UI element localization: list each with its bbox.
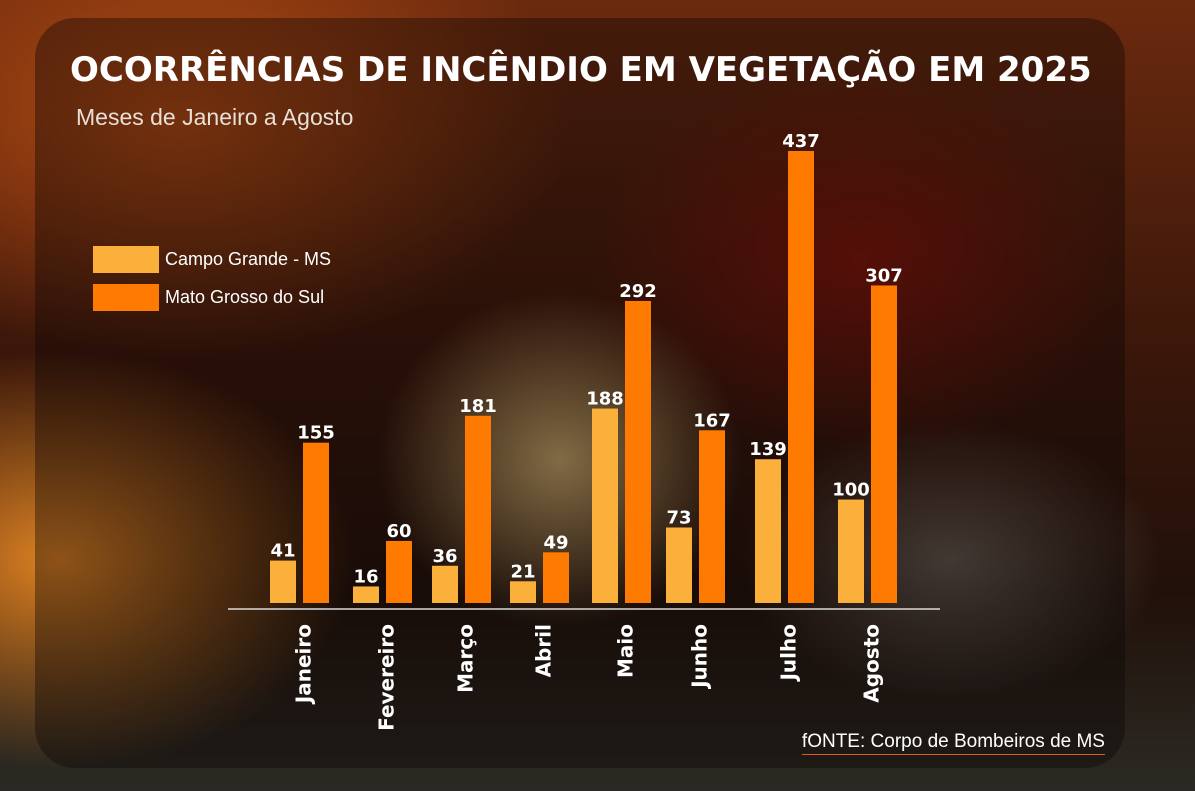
category-label-marco: Março bbox=[454, 624, 478, 693]
data-label-mato-grosso-do-sul-abril: 49 bbox=[543, 532, 568, 553]
category-label-agosto: Agosto bbox=[860, 624, 884, 703]
chart-title: OCORRÊNCIAS DE INCÊNDIO EM VEGETAÇÃO EM … bbox=[70, 50, 1092, 90]
category-label-abril: Abril bbox=[532, 624, 556, 677]
bar-mato-grosso-do-sul-agosto bbox=[871, 285, 897, 603]
bar-mato-grosso-do-sul-abril bbox=[543, 552, 569, 603]
data-label-mato-grosso-do-sul-fevereiro: 60 bbox=[386, 521, 411, 542]
bars-group: 41 155 Janeiro 16 60 Fevereiro 36 181 Março 21 49 A… bbox=[270, 131, 903, 731]
data-label-mato-grosso-do-sul-julho: 437 bbox=[782, 131, 820, 152]
data-label-campo-grande-ms-maio: 188 bbox=[586, 389, 624, 410]
bar-mato-grosso-do-sul-maio bbox=[625, 300, 651, 603]
bar-mato-grosso-do-sul-junho bbox=[699, 430, 725, 603]
data-label-mato-grosso-do-sul-marco: 181 bbox=[459, 396, 497, 417]
bar-mato-grosso-do-sul-fevereiro bbox=[386, 540, 412, 603]
category-label-julho: Julho bbox=[777, 624, 801, 683]
bar-mato-grosso-do-sul-julho bbox=[788, 151, 814, 603]
legend-label-campo-grande: Campo Grande - MS bbox=[165, 248, 332, 269]
legend-swatch-mato-grosso-do-sul bbox=[93, 283, 159, 311]
category-label-junho: Junho bbox=[688, 624, 712, 690]
data-label-campo-grande-ms-julho: 139 bbox=[749, 439, 787, 460]
data-label-mato-grosso-do-sul-janeiro: 155 bbox=[297, 423, 335, 444]
data-label-mato-grosso-do-sul-maio: 292 bbox=[619, 281, 657, 302]
bar-campo-grande-ms-janeiro bbox=[270, 560, 296, 603]
bar-mato-grosso-do-sul-marco bbox=[465, 415, 491, 603]
category-label-janeiro: Janeiro bbox=[292, 624, 316, 705]
legend-label-mato-grosso-do-sul: Mato Grosso do Sul bbox=[165, 286, 325, 307]
chart-panel bbox=[35, 18, 1125, 768]
category-label-maio: Maio bbox=[614, 624, 638, 678]
data-label-mato-grosso-do-sul-agosto: 307 bbox=[865, 265, 903, 286]
legend-item-mato-grosso-do-sul: Mato Grosso do Sul bbox=[93, 283, 331, 311]
legend-swatch-campo-grande bbox=[93, 245, 159, 273]
bar-campo-grande-ms-marco bbox=[432, 565, 458, 603]
legend-item-campo-grande: Campo Grande - MS bbox=[93, 245, 331, 273]
data-label-campo-grande-ms-marco: 36 bbox=[432, 546, 457, 567]
data-label-campo-grande-ms-junho: 73 bbox=[666, 507, 691, 528]
bar-campo-grande-ms-agosto bbox=[838, 499, 864, 603]
chart-subtitle: Meses de Janeiro a Agosto bbox=[76, 104, 354, 130]
data-label-campo-grande-ms-janeiro: 41 bbox=[270, 541, 295, 562]
bar-campo-grande-ms-julho bbox=[755, 459, 781, 603]
data-label-campo-grande-ms-abril: 21 bbox=[510, 561, 535, 582]
data-label-mato-grosso-do-sul-junho: 167 bbox=[693, 410, 731, 431]
bar-campo-grande-ms-fevereiro bbox=[353, 586, 379, 603]
data-label-campo-grande-ms-agosto: 100 bbox=[832, 480, 870, 501]
data-label-campo-grande-ms-fevereiro: 16 bbox=[353, 566, 378, 587]
source-note: fONTE: Corpo de Bombeiros de MS bbox=[801, 731, 1105, 755]
bar-campo-grande-ms-junho bbox=[666, 527, 692, 603]
bar-mato-grosso-do-sul-janeiro bbox=[303, 442, 329, 603]
category-label-fevereiro: Fevereiro bbox=[375, 624, 399, 731]
legend: Campo Grande - MS Mato Grosso do Sul bbox=[93, 245, 331, 321]
bar-campo-grande-ms-maio bbox=[592, 408, 618, 603]
bar-campo-grande-ms-abril bbox=[510, 581, 536, 603]
